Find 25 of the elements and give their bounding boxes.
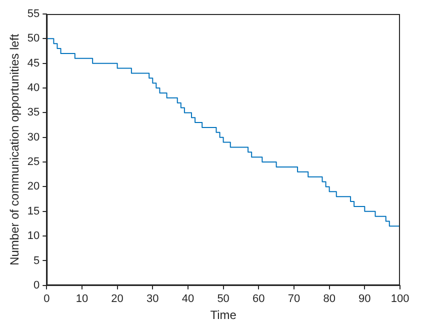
y-tick-label: 45 [27,57,40,70]
x-tick-label: 70 [288,293,300,306]
y-tick-label: 55 [27,8,40,20]
x-tick-label: 20 [111,293,124,306]
y-tick-label: 15 [27,205,40,218]
y-tick-label: 20 [27,180,40,193]
y-tick-label: 30 [27,131,40,144]
x-tick-label: 0 [44,293,50,306]
y-axis-title: Number of communication opportunities left [8,33,22,266]
y-tick-label: 0 [34,279,40,292]
y-tick-label: 10 [27,230,40,242]
x-tick-label: 40 [182,293,194,306]
x-tick-label: 100 [390,293,410,306]
x-tick-label: 60 [252,293,265,306]
y-tick-label: 5 [34,254,40,267]
x-tick-label: 10 [76,293,88,306]
y-tick-label: 35 [27,106,40,119]
x-axis-title: Time [210,308,237,322]
x-tick-label: 30 [146,293,159,306]
y-tick-label: 25 [27,156,40,168]
x-tick-label: 80 [323,293,336,306]
x-tick-label: 90 [358,293,371,306]
y-tick-label: 50 [27,32,40,45]
y-tick-label: 40 [27,82,40,94]
x-tick-label: 50 [217,293,230,306]
